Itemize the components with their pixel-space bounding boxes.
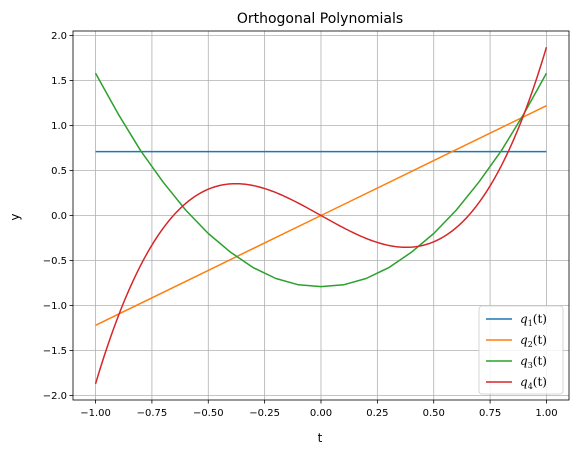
legend-label-q3: q3(t): [520, 354, 547, 370]
y-tick-label: 0.0: [51, 211, 67, 222]
y-tick-label: 2.0: [51, 31, 67, 42]
x-tick-label: −0.50: [193, 408, 224, 419]
x-tick-label: 0.25: [366, 408, 388, 419]
legend-label-q4: q4(t): [520, 375, 547, 391]
legend: q1(t) q2(t) q3(t) q4(t): [478, 305, 564, 395]
y-tick-label: 1.5: [51, 76, 67, 87]
x-tick-label: 0.00: [310, 408, 332, 419]
legend-label-q2: q2(t): [520, 333, 547, 349]
x-tick-label: 0.75: [479, 408, 501, 419]
plot-area: −1.00 −0.75 −0.50 −0.25 0.00 0.25 0.50 0.75 1.00…: [43, 30, 570, 419]
x-tick-label: 1.00: [535, 408, 557, 419]
chart-title: Orthogonal Polynomials: [237, 11, 403, 27]
x-tick-label: −0.75: [137, 408, 168, 419]
y-tick-label: 1.0: [51, 121, 67, 132]
y-tick-label: −1.0: [43, 301, 67, 312]
series-line-q3: [94, 72, 548, 288]
series-group: [94, 46, 548, 385]
y-axis-label: y: [8, 213, 22, 220]
x-tick-label: 0.50: [423, 408, 445, 419]
y-tick-label: −0.5: [43, 256, 67, 267]
legend-box: [478, 305, 564, 395]
y-tick-label: −2.0: [43, 391, 67, 402]
x-axis-label: t: [318, 431, 323, 445]
x-tick-label: −1.00: [80, 408, 111, 419]
legend-label-q1: q1(t): [520, 312, 547, 328]
y-tick-label: −1.5: [43, 346, 67, 357]
series-line-q4: [94, 46, 548, 385]
x-tick-label: −0.25: [249, 408, 280, 419]
y-tick-label: 0.5: [51, 166, 67, 177]
